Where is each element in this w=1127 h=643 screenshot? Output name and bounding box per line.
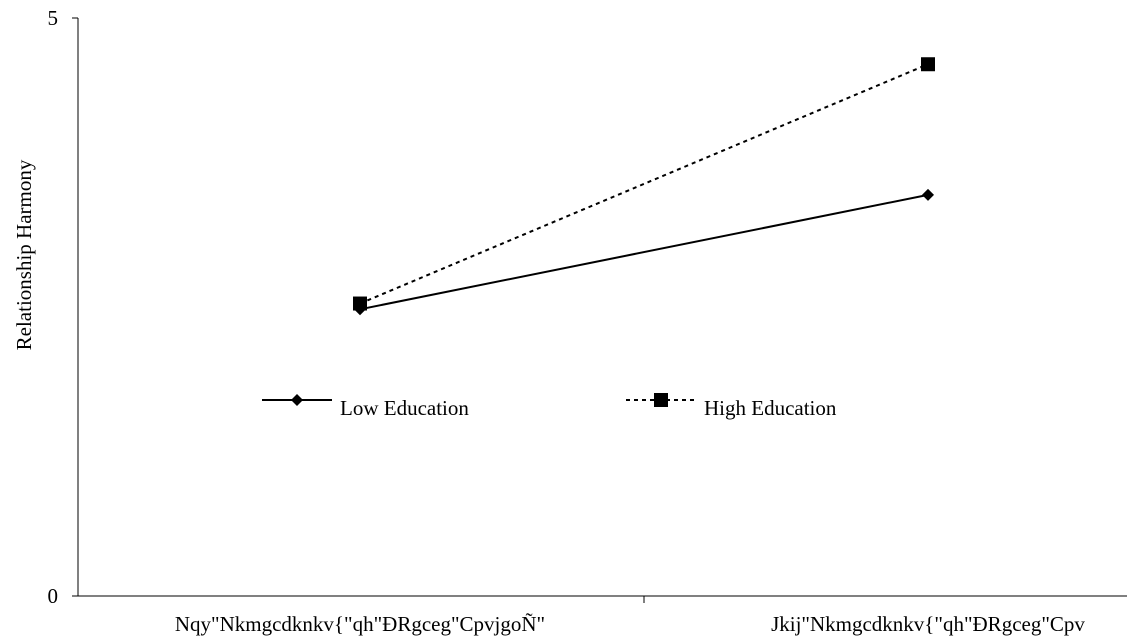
x-ticks: Nqy"Nkmgcdknkv{"qh"ÐRgceg"CpvjgoÑ" Jkij"N… xyxy=(175,596,1085,636)
legend: Low Education High Education xyxy=(262,393,837,420)
y-axis-label: Relationship Harmony xyxy=(12,159,36,350)
legend-label: Low Education xyxy=(340,396,469,420)
legend-label: High Education xyxy=(704,396,837,420)
point-marker xyxy=(654,393,668,407)
series-low-education xyxy=(354,188,934,316)
series-line xyxy=(359,63,929,305)
point-marker xyxy=(291,394,303,406)
x-tick-label: Jkij"Nkmgcdknkv{"qh"ÐRgceg"Cpv xyxy=(771,612,1085,636)
legend-item: High Education xyxy=(626,393,837,420)
legend-item: Low Education xyxy=(262,394,469,420)
series-high-education xyxy=(353,57,935,311)
point-marker xyxy=(922,188,934,201)
y-tick-label: 5 xyxy=(48,6,59,30)
point-marker xyxy=(353,296,367,311)
y-ticks: 05 xyxy=(48,6,78,608)
axes xyxy=(77,18,1127,597)
x-tick-label: Nqy"Nkmgcdknkv{"qh"ÐRgceg"CpvjgoÑ" xyxy=(175,612,545,636)
y-tick-label: 0 xyxy=(48,584,59,608)
series-group xyxy=(353,57,935,316)
point-marker xyxy=(921,57,935,72)
series-line xyxy=(359,193,929,311)
